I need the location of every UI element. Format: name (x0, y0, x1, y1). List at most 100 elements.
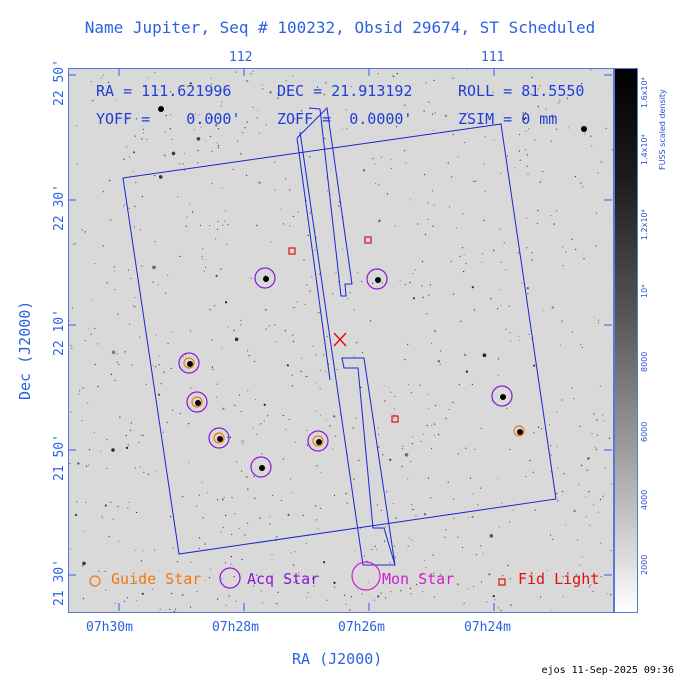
background-star (565, 251, 567, 253)
background-star (189, 606, 192, 608)
background-star (158, 175, 163, 179)
background-star (241, 470, 243, 472)
background-star (292, 334, 294, 336)
background-star (97, 386, 99, 388)
background-star (76, 125, 78, 127)
background-star (145, 383, 147, 385)
background-star (247, 522, 249, 524)
background-star (157, 570, 159, 572)
background-star (502, 575, 504, 577)
background-star (425, 567, 427, 569)
background-star (209, 225, 211, 227)
background-star (155, 471, 157, 473)
background-star (427, 202, 429, 204)
background-star (172, 409, 174, 411)
background-star (463, 602, 465, 604)
background-star (315, 354, 317, 356)
background-star (408, 91, 410, 93)
background-star (306, 429, 308, 432)
background-star (202, 517, 204, 519)
background-star (563, 473, 565, 475)
background-star (282, 458, 284, 460)
background-star (160, 383, 162, 385)
background-star (179, 412, 181, 415)
background-star (209, 135, 212, 137)
background-star (432, 113, 434, 115)
background-star (604, 467, 606, 469)
info-ra: RA = 111.621996 (96, 82, 232, 100)
background-star (289, 189, 291, 191)
background-star (329, 425, 331, 427)
background-star (539, 596, 542, 598)
background-star (596, 434, 599, 436)
background-star (128, 207, 130, 209)
cbar-tick-8: 1.6x10⁴ (640, 77, 649, 108)
background-star (306, 444, 308, 446)
background-star (83, 530, 85, 532)
background-star (158, 393, 161, 396)
background-star (433, 79, 435, 81)
background-star (305, 542, 307, 544)
background-star (75, 242, 77, 244)
footer-timestamp: ejos 11-Sep-2025 09:36 (541, 665, 674, 676)
background-star (445, 417, 447, 419)
background-star (232, 168, 234, 170)
background-star (289, 478, 292, 480)
background-star (432, 572, 435, 574)
background-star (512, 509, 514, 511)
background-star (70, 345, 72, 347)
background-star (385, 526, 387, 528)
legend-acq-label: Acq Star (247, 570, 320, 588)
background-star (550, 445, 552, 447)
background-star (210, 83, 213, 85)
background-star (556, 492, 558, 495)
background-star (221, 187, 223, 189)
background-star (290, 552, 292, 554)
background-star (259, 517, 261, 519)
background-star (534, 509, 536, 511)
background-star (481, 253, 484, 255)
info-roll: ROLL = 81.5550 (458, 82, 585, 100)
background-star (141, 592, 144, 595)
fid-light-2 (364, 236, 372, 244)
background-star (211, 117, 214, 119)
background-star (242, 442, 244, 444)
background-star (510, 340, 512, 342)
background-star (458, 584, 460, 586)
background-star (124, 351, 126, 353)
background-star (139, 336, 141, 338)
background-star (452, 401, 454, 403)
background-star (172, 547, 174, 549)
background-star (527, 173, 529, 175)
background-star (69, 319, 70, 321)
background-star (170, 367, 172, 369)
background-star (296, 301, 298, 303)
background-star (465, 370, 468, 373)
background-star (370, 320, 372, 322)
background-star (210, 77, 212, 79)
background-star (240, 324, 242, 326)
background-star (542, 309, 544, 312)
background-star (467, 516, 469, 519)
background-star (378, 219, 381, 222)
background-star (139, 229, 142, 231)
ra-bottom-tick-3: 07h26m (338, 620, 385, 635)
background-star (491, 400, 493, 402)
cbar-tick-2: 4000 (640, 489, 649, 510)
ra-bottom-tick-4: 07h24m (464, 620, 511, 635)
background-star (76, 501, 78, 503)
background-star (598, 511, 600, 513)
background-star (282, 223, 285, 225)
background-star (118, 540, 120, 542)
background-star (539, 85, 541, 87)
background-star (222, 224, 224, 226)
background-star (581, 82, 583, 85)
background-star (315, 410, 317, 412)
background-star (309, 156, 311, 158)
background-star (550, 215, 552, 217)
background-star (337, 281, 339, 283)
background-star (222, 407, 225, 410)
background-star (152, 281, 154, 283)
background-star (559, 99, 561, 101)
background-star (202, 248, 204, 250)
